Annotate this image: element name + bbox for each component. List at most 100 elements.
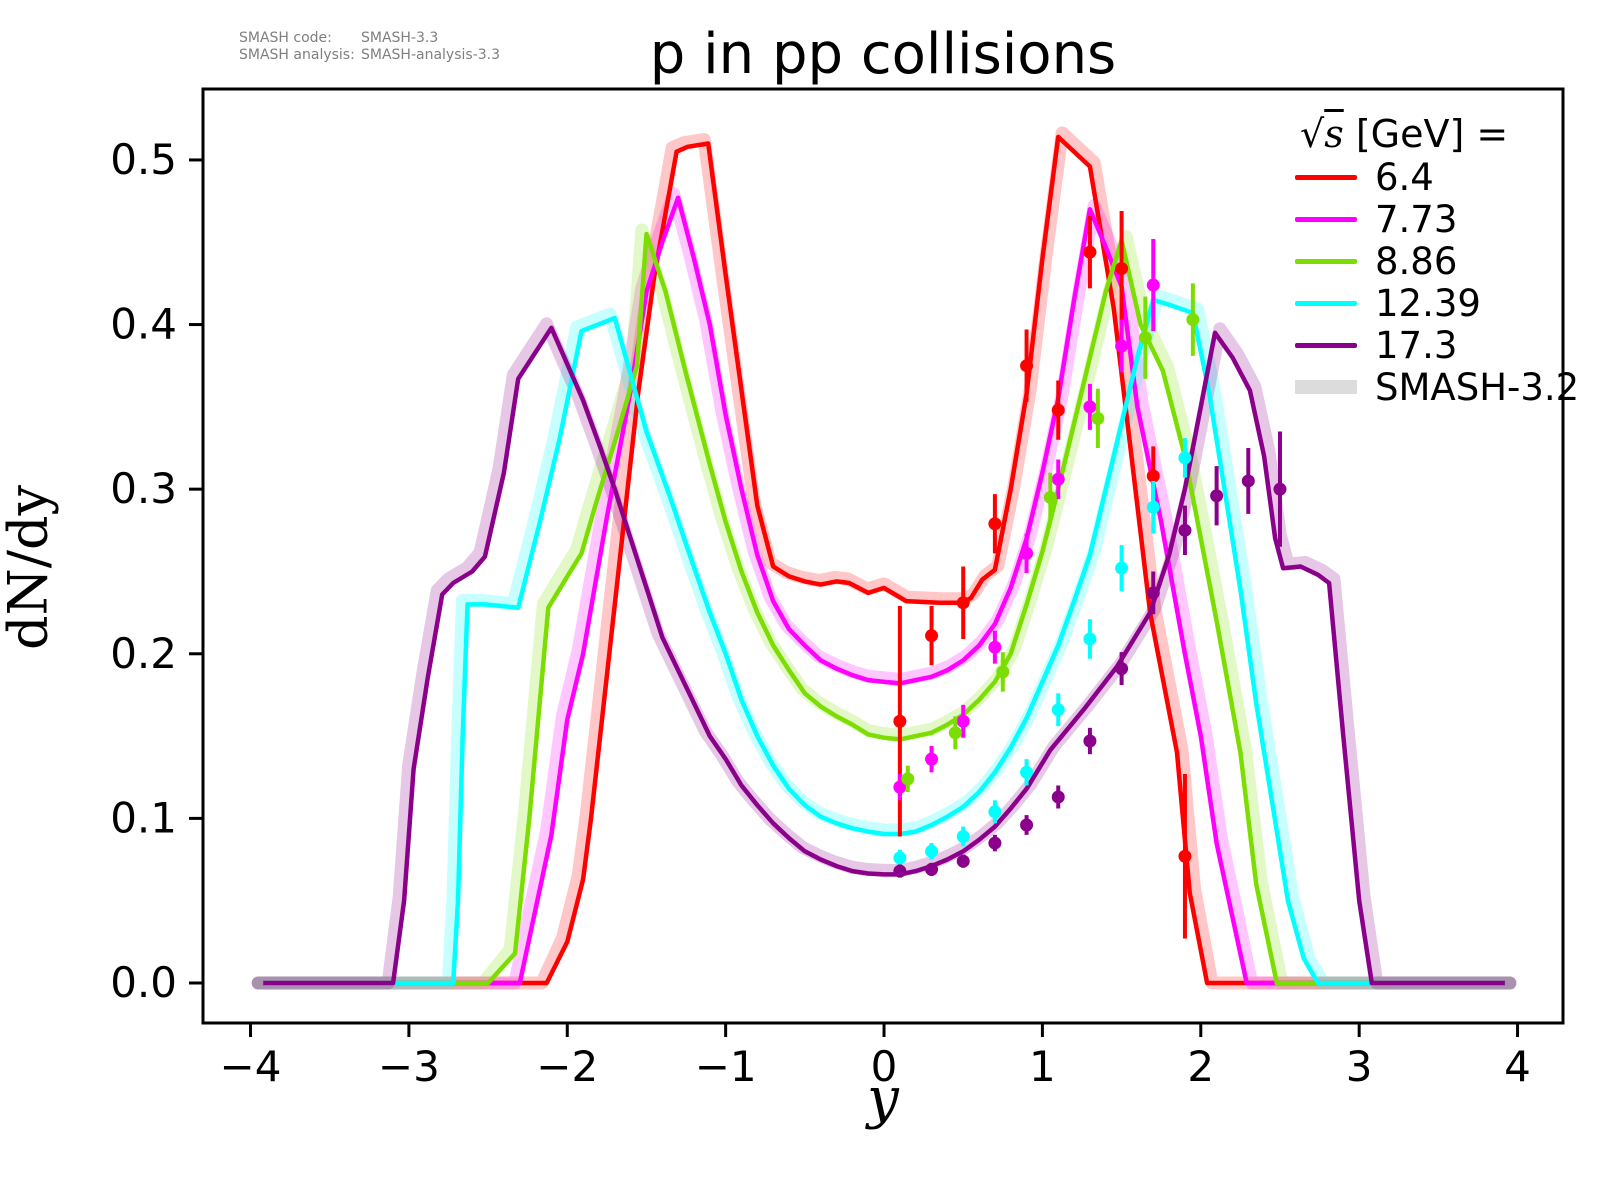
datapoint-6.4 bbox=[1051, 403, 1065, 417]
smash-code-label: SMASH code: bbox=[239, 30, 332, 46]
band-smash32-17.3 bbox=[251, 317, 1517, 990]
datapoint-12.39 bbox=[988, 805, 1002, 819]
datapoint-17.3 bbox=[1210, 489, 1224, 503]
x-tick-label: 1 bbox=[1029, 1042, 1056, 1091]
x-tick-label: −1 bbox=[695, 1042, 757, 1091]
band-smash32-12.39 bbox=[251, 289, 1517, 990]
datapoint-17.3 bbox=[988, 836, 1002, 850]
legend-entry-8.86: 8.86 bbox=[1262, 239, 1562, 283]
datapoint-17.3 bbox=[1273, 482, 1287, 496]
x-tick-label: 2 bbox=[1187, 1042, 1214, 1091]
datapoint-6.4 bbox=[1146, 469, 1160, 483]
legend-line-swatch bbox=[1295, 216, 1357, 222]
datapoint-7.73 bbox=[988, 640, 1002, 654]
datapoint-12.39 bbox=[1178, 451, 1192, 465]
x-axis-label: y bbox=[867, 1066, 899, 1131]
datapoint-8.86 bbox=[1186, 313, 1200, 327]
x-tick-label: 4 bbox=[1504, 1042, 1531, 1091]
datapoint-17.3 bbox=[956, 854, 970, 868]
y-axis-label: dN/dy bbox=[0, 484, 60, 651]
smash-version-annotation: SMASH code: SMASH-3.3 SMASH analysis: SM… bbox=[239, 30, 500, 64]
legend-line-swatch bbox=[1295, 300, 1357, 306]
datapoint-7.73 bbox=[925, 752, 939, 766]
legend-label: 17.3 bbox=[1375, 323, 1458, 367]
datapoint-6.4 bbox=[956, 596, 970, 610]
legend-label: 8.86 bbox=[1375, 239, 1458, 283]
x-tick-label: 0 bbox=[871, 1042, 898, 1091]
datapoint-8.86 bbox=[901, 772, 915, 786]
chart-title: p in pp collisions bbox=[649, 22, 1117, 87]
legend-label: SMASH-3.2 bbox=[1375, 365, 1580, 409]
datapoint-6.4 bbox=[925, 629, 939, 643]
datapoint-17.3 bbox=[893, 864, 907, 878]
smash-analysis-value: SMASH-analysis-3.3 bbox=[361, 47, 501, 63]
datapoint-7.73 bbox=[1051, 472, 1065, 486]
datapoint-6.4 bbox=[1115, 262, 1129, 276]
x-tick-label: −4 bbox=[220, 1042, 282, 1091]
datapoint-12.39 bbox=[956, 829, 970, 843]
legend-line-swatch bbox=[1295, 342, 1357, 348]
datapoint-17.3 bbox=[1115, 662, 1129, 676]
datapoint-12.39 bbox=[893, 851, 907, 865]
legend-entry-17.3: 17.3 bbox=[1262, 323, 1562, 367]
datapoint-7.73 bbox=[1083, 400, 1097, 414]
legend-entry-SMASH-3.2: SMASH-3.2 bbox=[1262, 366, 1579, 409]
datapoint-12.39 bbox=[1115, 561, 1129, 575]
legend-line-swatch bbox=[1295, 174, 1357, 180]
legend-line-swatch bbox=[1295, 258, 1357, 264]
datapoint-17.3 bbox=[1083, 734, 1097, 748]
y-tick-label: 0.0 bbox=[110, 958, 177, 1007]
datapoint-6.4 bbox=[988, 517, 1002, 531]
sqrt-icon: √ bbox=[1300, 112, 1325, 156]
datapoint-7.73 bbox=[893, 780, 907, 794]
datapoint-6.4 bbox=[1178, 849, 1192, 863]
x-tick-label: −2 bbox=[536, 1042, 598, 1091]
y-tick-label: 0.5 bbox=[110, 135, 177, 184]
datapoint-17.3 bbox=[1146, 586, 1160, 600]
y-tick-label: 0.1 bbox=[110, 793, 177, 842]
y-tick-label: 0.2 bbox=[110, 629, 177, 678]
x-tick-label: 3 bbox=[1346, 1042, 1373, 1091]
datapoint-8.86 bbox=[1043, 490, 1057, 504]
y-tick-label: 0.4 bbox=[110, 300, 177, 349]
y-tick-label: 0.3 bbox=[110, 464, 177, 513]
datapoint-12.39 bbox=[1083, 632, 1097, 646]
legend-label: 12.39 bbox=[1375, 281, 1481, 325]
datapoint-6.4 bbox=[893, 714, 907, 728]
curve-17.3 bbox=[263, 325, 1505, 986]
datapoint-12.39 bbox=[1146, 500, 1160, 514]
legend: √s [GeV] = 6.4 7.73 8.86 12.39 17.3 SMASH-3.2 bbox=[1262, 112, 1579, 409]
datapoint-7.73 bbox=[1115, 339, 1129, 353]
datapoint-17.3 bbox=[1020, 818, 1034, 832]
x-tick-label: −3 bbox=[378, 1042, 440, 1091]
datapoint-17.3 bbox=[925, 862, 939, 876]
datapoint-17.3 bbox=[1241, 474, 1255, 488]
datapoint-7.73 bbox=[956, 714, 970, 728]
datapoint-8.86 bbox=[1138, 331, 1152, 345]
datapoint-17.3 bbox=[1178, 523, 1192, 537]
legend-label: 7.73 bbox=[1375, 197, 1458, 241]
curve-12.39 bbox=[263, 297, 1505, 986]
datapoint-8.86 bbox=[1091, 411, 1105, 425]
datapoint-7.73 bbox=[1020, 546, 1034, 560]
datapoint-8.86 bbox=[996, 665, 1010, 679]
datapoint-6.4 bbox=[1083, 245, 1097, 259]
smash-code-value: SMASH-3.3 bbox=[361, 30, 439, 46]
legend-entry-7.73: 7.73 bbox=[1262, 197, 1562, 241]
legend-label: 6.4 bbox=[1375, 155, 1434, 199]
datapoint-8.86 bbox=[948, 726, 962, 740]
legend-title: √s [GeV] = bbox=[1300, 112, 1509, 156]
datapoint-12.39 bbox=[1051, 703, 1065, 717]
band-smash32-7.73 bbox=[251, 187, 1517, 990]
datapoint-7.73 bbox=[1146, 278, 1160, 292]
datapoint-17.3 bbox=[1051, 790, 1065, 804]
legend-band-swatch bbox=[1295, 380, 1357, 394]
datapoint-12.39 bbox=[925, 844, 939, 858]
smash-analysis-label: SMASH analysis: bbox=[239, 47, 355, 63]
legend-entry-6.4: 6.4 bbox=[1262, 155, 1562, 199]
curve-8.86 bbox=[263, 231, 1505, 986]
datapoint-6.4 bbox=[1020, 359, 1034, 373]
datapoint-12.39 bbox=[1020, 765, 1034, 779]
